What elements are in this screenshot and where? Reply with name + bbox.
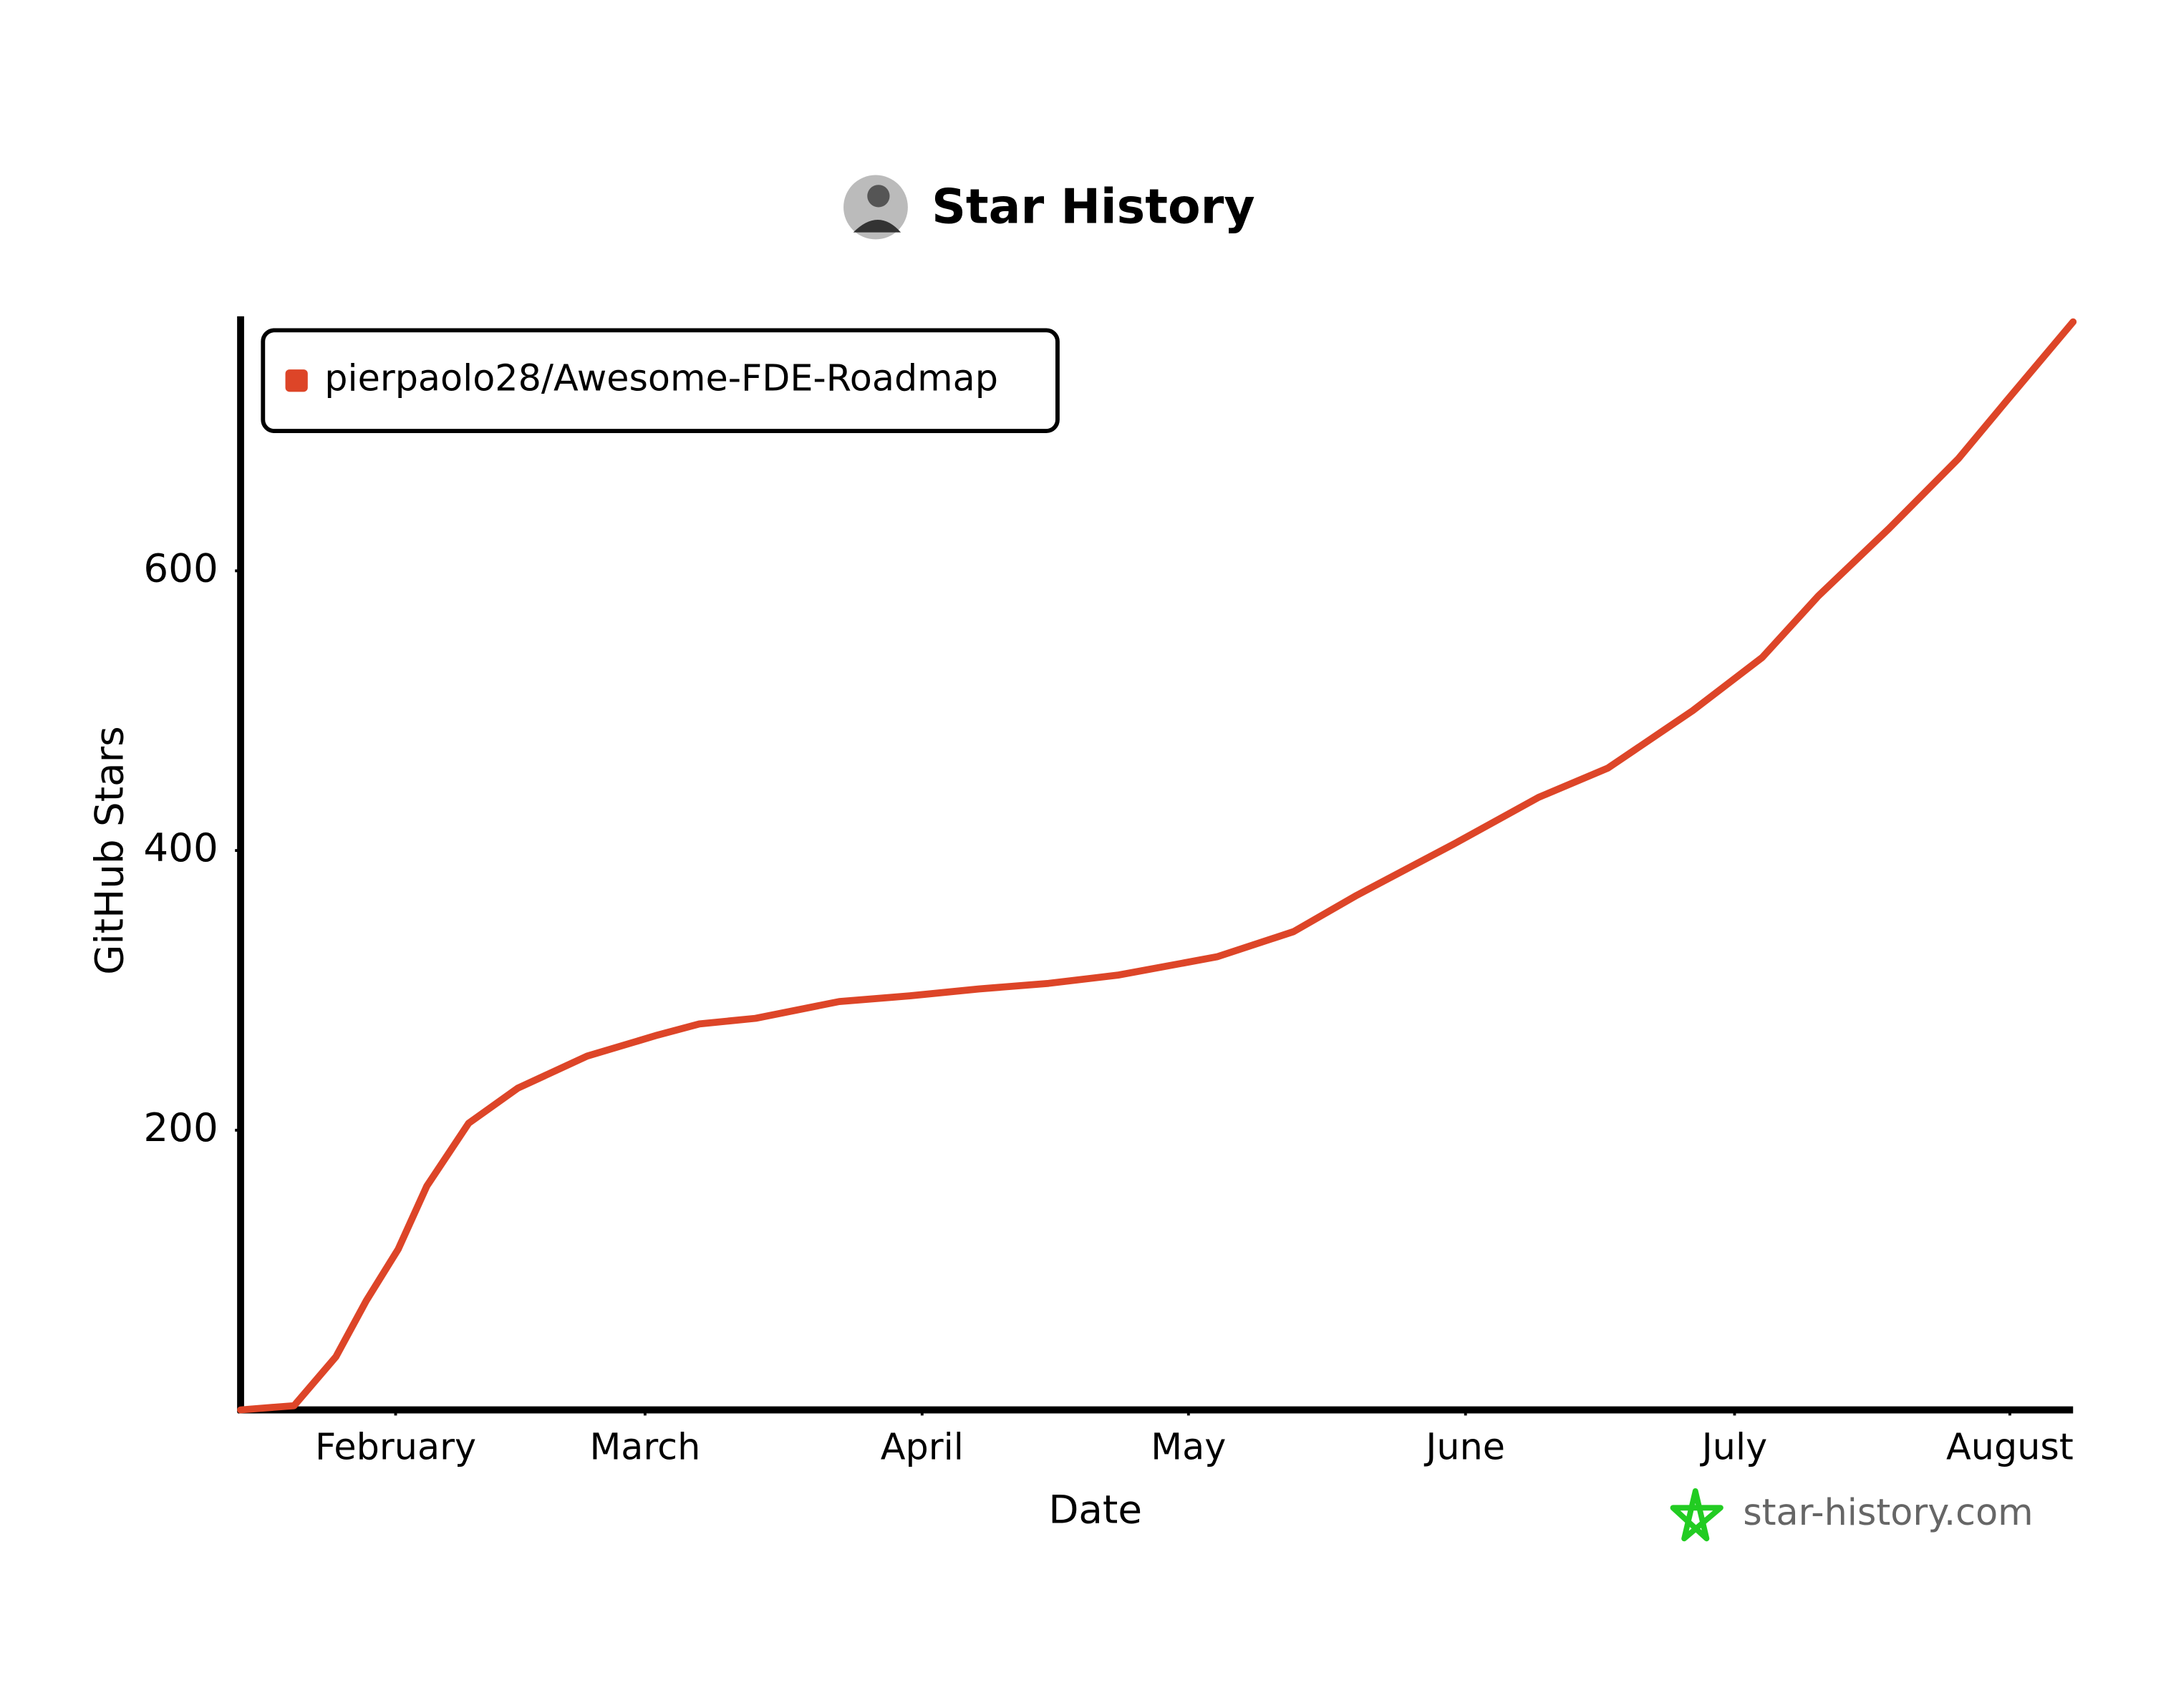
legend-label: pierpaolo28/Awesome-FDE-Roadmap [324, 357, 998, 399]
chart-title: Star History [932, 178, 1255, 234]
x-tick-label: March [589, 1425, 700, 1467]
watermark: star-history.com [1670, 1488, 2034, 1542]
x-tick-label: May [1151, 1425, 1226, 1467]
x-tick-label: July [1700, 1425, 1767, 1467]
series-line [237, 318, 2077, 1414]
legend-box [261, 328, 1060, 433]
x-tick-label: April [881, 1425, 964, 1467]
legend: pierpaolo28/Awesome-FDE-Roadmap [261, 328, 1060, 433]
x-tick-label: February [315, 1425, 476, 1467]
x-tick-label: June [1423, 1425, 1505, 1467]
y-tick-label: 200 [143, 1105, 218, 1150]
avatar [843, 175, 908, 240]
legend-swatch [285, 369, 308, 392]
x-tick-label: August [1946, 1425, 2074, 1467]
x-axis-label: Date [1048, 1486, 1142, 1532]
watermark-text: star-history.com [1743, 1491, 2033, 1533]
y-axis-label: GitHub Stars [86, 726, 132, 975]
y-tick-label: 400 [143, 825, 218, 870]
y-tick-label: 600 [143, 545, 218, 591]
